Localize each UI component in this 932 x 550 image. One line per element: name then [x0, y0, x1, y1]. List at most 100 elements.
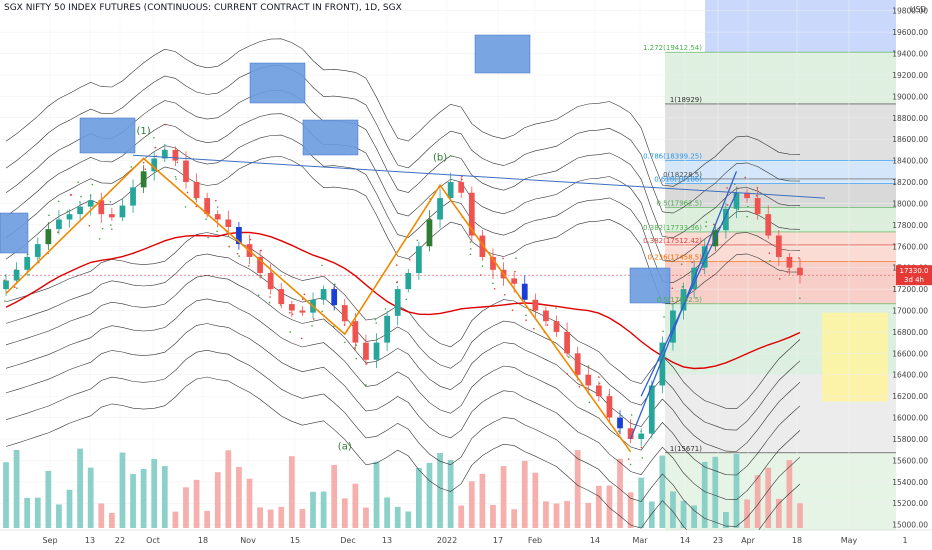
- volume-bar: [786, 460, 793, 528]
- volume-bar: [490, 504, 496, 528]
- time-tick: Mar: [632, 536, 648, 545]
- indicator-dot: [365, 362, 368, 365]
- indicator-dot: [469, 253, 472, 256]
- volume-bar: [405, 511, 412, 528]
- indicator-dot: [747, 205, 749, 208]
- candle-body: [288, 304, 295, 311]
- indicator-dot: [57, 231, 59, 233]
- indicator-dot: [511, 309, 514, 312]
- volume-bar: [585, 502, 592, 528]
- indicator-dot: [416, 239, 419, 242]
- indicator-dot: [598, 376, 600, 378]
- indicator-dot: [799, 297, 801, 300]
- indicator-dot: [142, 161, 145, 164]
- volume-bar: [140, 468, 147, 528]
- indicator-dot: [238, 255, 241, 257]
- time-axis[interactable]: Sep 13 22 Oct 18 Nov 15 Dec 13 2022 17 Feb 14 Mar 14 23…: [0, 529, 932, 550]
- indicator-dot: [405, 298, 408, 301]
- price-axis[interactable]: 15000.00 15200.00 15400.00 15600.00 15800.00…: [892, 0, 932, 530]
- indicator-dot: [567, 356, 570, 358]
- indicator-dot: [175, 178, 177, 180]
- candle-body: [56, 219, 62, 230]
- volume-bar: [521, 460, 528, 528]
- indicator-dot: [109, 200, 112, 203]
- volume-bar: [3, 462, 9, 528]
- volume-bar: [479, 473, 486, 528]
- volume-bar: [426, 462, 433, 528]
- price-tick: 16200.00: [892, 392, 928, 401]
- indicator-dot: [236, 252, 239, 255]
- candle-body: [13, 269, 20, 281]
- price-tick: 15600.00: [892, 456, 928, 465]
- indicator-dot: [640, 446, 643, 449]
- indicator-dot: [248, 265, 250, 267]
- candle-body: [384, 315, 390, 343]
- time-tick: 15: [290, 536, 300, 545]
- candle-body: [543, 310, 549, 322]
- volume-bar: [574, 450, 581, 528]
- candle-body: [670, 310, 676, 343]
- indicator-dot: [786, 271, 789, 273]
- indicator-dot: [726, 187, 728, 189]
- time-tick: 23: [713, 536, 723, 545]
- fib-level-label: 0.786(18399.25): [643, 153, 702, 161]
- indicator-dot: [176, 161, 179, 164]
- fib-zones: [665, 0, 896, 530]
- indicator-dot: [66, 210, 69, 213]
- time-axis-bg: [0, 530, 932, 550]
- volume-bar: [606, 485, 613, 528]
- candle-body: [225, 219, 232, 227]
- fib-level-label: 1(15671): [670, 445, 702, 453]
- indicator-dot: [733, 183, 736, 186]
- grid: [0, 0, 906, 530]
- band-line: [5, 323, 801, 501]
- candle-body: [595, 385, 602, 397]
- volume-bar: [320, 491, 327, 528]
- volume-bar: [648, 501, 655, 528]
- time-tick: Dec: [340, 536, 355, 545]
- indicator-dot: [746, 215, 748, 218]
- price-tick: 16000.00: [892, 414, 928, 423]
- volume-bar: [670, 491, 676, 528]
- candle-body: [701, 246, 708, 268]
- volume-bar: [437, 453, 443, 528]
- indicator-dot: [153, 137, 155, 139]
- time-tick: 2022: [437, 536, 457, 545]
- indicator-dot: [249, 238, 252, 241]
- red-ma-line: [5, 231, 801, 370]
- candle-body: [680, 289, 687, 311]
- volume-bar: [352, 483, 359, 528]
- volume-bar: [267, 509, 274, 528]
- indicator-dot: [663, 316, 665, 318]
- price-tick: 19400.00: [892, 50, 928, 59]
- indicator-dot: [333, 325, 335, 328]
- indicator-dot: [301, 298, 304, 301]
- candle-body: [490, 256, 496, 270]
- indicator-dot: [736, 187, 739, 190]
- candle-body: [98, 200, 105, 215]
- indicator-dot: [630, 414, 633, 416]
- volume-bar: [797, 503, 803, 528]
- price-tick: 17200.00: [892, 285, 928, 294]
- volume-bar: [416, 467, 422, 528]
- candles[interactable]: [3, 143, 803, 447]
- volume-bars: [3, 448, 803, 528]
- indicator-dot: [38, 257, 41, 259]
- time-tick: 1: [902, 536, 907, 545]
- band-line: [5, 156, 801, 305]
- indicator-dot: [303, 293, 306, 296]
- indicator-dot: [164, 123, 166, 126]
- fib-level-label: 1.272(19412.54): [643, 44, 702, 52]
- indicator-dot: [617, 430, 620, 433]
- fib-level-label: 0.236(17458.5): [648, 253, 703, 261]
- volume-bar: [13, 449, 20, 528]
- last-price-countdown: 3d 4h: [904, 276, 924, 284]
- notes: (1) (b) (a): [0, 34, 671, 453]
- price-tick: 16400.00: [892, 371, 928, 380]
- candle-body: [267, 273, 274, 290]
- indicator-dot: [289, 311, 291, 314]
- indicator-dot: [57, 200, 60, 203]
- price-tick: 17000.00: [892, 307, 928, 316]
- candle-body: [151, 158, 158, 172]
